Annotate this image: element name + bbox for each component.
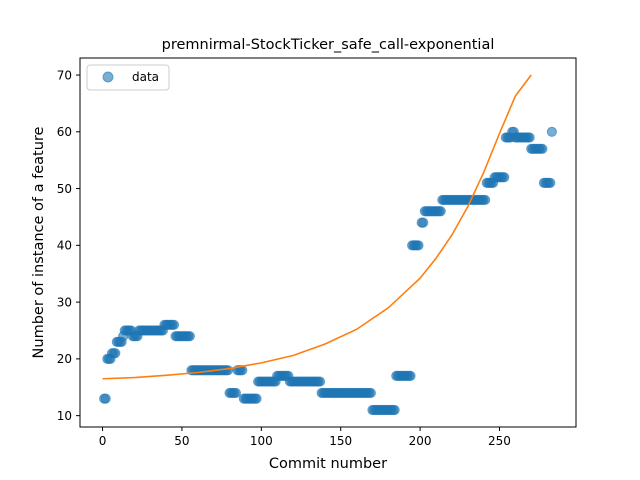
y-tick-label: 50 [57,182,72,196]
data-point [524,132,535,143]
data-point [499,172,510,183]
data-point [184,331,195,342]
data-point [480,194,491,206]
data-point [100,393,111,404]
x-axis: 0 50 100 150 200 250 [99,427,511,448]
x-axis-label: Commit number [269,456,387,472]
legend-label-data: data [132,70,159,84]
y-tick-label: 20 [57,352,72,366]
data-point [222,365,234,376]
legend-box [86,64,170,91]
data-point [546,126,557,137]
data-point [230,387,242,399]
data-point [418,217,429,228]
y-axis: 10 20 30 40 50 60 70 [57,68,80,423]
legend: data [86,64,170,91]
y-tick-label: 70 [57,68,72,82]
x-tick-label: 200 [409,434,432,448]
axes-frame [79,57,577,428]
x-tick-label: 50 [174,434,189,448]
plot-area [99,74,557,416]
x-tick-label: 100 [250,434,273,448]
chart-title: premnirmal-StockTicker_safe_call-exponen… [162,37,495,53]
data-point [537,143,548,154]
data-point [405,370,416,382]
legend-marker-data [102,71,114,83]
data-point [168,319,180,330]
y-axis-label: Number of instance of a feature [31,126,47,358]
x-tick-label: 0 [99,434,107,448]
fit-line [102,74,532,380]
x-tick-label: 250 [488,434,511,448]
y-tick-label: 60 [57,125,72,139]
data-point [413,240,424,251]
y-tick-label: 10 [57,409,72,423]
data-point [545,177,556,188]
data-point [435,206,446,217]
x-tick-label: 150 [329,434,352,448]
data-point [251,393,262,404]
y-tick-label: 40 [57,239,72,253]
data-point [365,387,376,399]
y-tick-label: 30 [57,295,72,309]
data-point [389,404,400,416]
data-point [314,376,326,387]
data-point [110,348,121,359]
